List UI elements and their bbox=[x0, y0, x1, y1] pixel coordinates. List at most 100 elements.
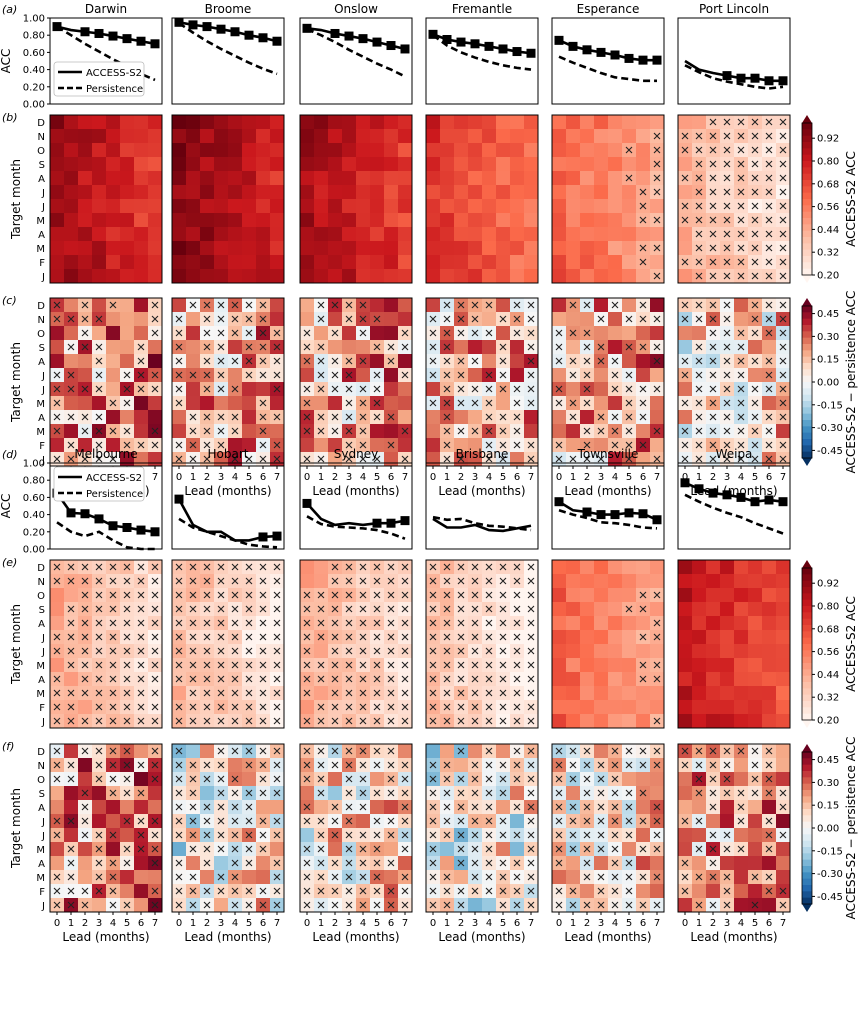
insignificance-cross bbox=[231, 591, 239, 599]
heatmap-cell bbox=[524, 227, 539, 242]
heatmap-cell bbox=[440, 199, 455, 214]
insignificance-cross bbox=[681, 371, 689, 379]
station-title: Hobart bbox=[208, 447, 249, 461]
heatmap-cell bbox=[398, 438, 413, 453]
acc-tick-label: 0.80 bbox=[23, 31, 45, 42]
insignificance-cross bbox=[373, 845, 381, 853]
heatmap-cell bbox=[200, 396, 215, 411]
month-tick-label: A bbox=[38, 803, 45, 814]
insignificance-cross bbox=[429, 703, 437, 711]
insignificance-cross bbox=[53, 689, 61, 697]
heatmap-cell bbox=[214, 185, 229, 200]
insignificance-cross bbox=[723, 845, 731, 853]
insignificance-cross bbox=[317, 633, 325, 641]
insignificance-cross bbox=[471, 301, 479, 309]
heatmap-cell bbox=[172, 842, 187, 857]
insignificance-cross bbox=[779, 455, 787, 463]
heatmap-cell bbox=[566, 269, 581, 284]
insignificance-cross bbox=[317, 413, 325, 421]
colorbar-step bbox=[802, 148, 812, 156]
insignificance-cross bbox=[231, 661, 239, 669]
insignificance-cross bbox=[259, 817, 267, 825]
heatmap-cell bbox=[256, 241, 271, 256]
insignificance-cross bbox=[387, 775, 395, 783]
heatmap-cell bbox=[678, 898, 693, 913]
significance-marker bbox=[638, 509, 648, 519]
heatmap-cell bbox=[172, 157, 187, 172]
heatmap-cell bbox=[148, 269, 163, 284]
heatmap-cell bbox=[370, 185, 385, 200]
heatmap-cell bbox=[566, 602, 581, 617]
heatmap-cell bbox=[762, 672, 777, 687]
heatmap-cell bbox=[678, 382, 693, 397]
heatmap-cell bbox=[200, 241, 215, 256]
insignificance-cross bbox=[499, 633, 507, 641]
significance-marker bbox=[386, 41, 396, 51]
insignificance-cross bbox=[151, 563, 159, 571]
insignificance-cross bbox=[443, 619, 451, 627]
heatmap-frame bbox=[171, 559, 285, 729]
lead-tick-label: 6 bbox=[388, 918, 394, 929]
insignificance-cross bbox=[331, 385, 339, 393]
station-title: Weipa bbox=[716, 447, 753, 461]
heatmap-cell bbox=[594, 560, 609, 575]
insignificance-cross bbox=[317, 591, 325, 599]
heatmap-cell bbox=[748, 672, 763, 687]
colorbar-step bbox=[802, 580, 812, 588]
colorbar-step bbox=[802, 394, 812, 402]
insignificance-cross bbox=[639, 301, 647, 309]
heatmap-cell bbox=[270, 255, 285, 270]
insignificance-cross bbox=[373, 399, 381, 407]
insignificance-cross bbox=[259, 371, 267, 379]
insignificance-cross bbox=[499, 563, 507, 571]
heatmap-cell bbox=[270, 129, 285, 144]
insignificance-cross bbox=[527, 689, 535, 697]
month-tick-label: J bbox=[41, 202, 45, 213]
insignificance-cross bbox=[231, 901, 239, 909]
insignificance-cross bbox=[109, 887, 117, 895]
heatmap-cell bbox=[734, 758, 749, 773]
month-axis-label: Target month bbox=[9, 788, 23, 869]
insignificance-cross bbox=[499, 343, 507, 351]
insignificance-cross bbox=[653, 427, 661, 435]
heatmap-cell bbox=[370, 354, 385, 369]
insignificance-cross bbox=[723, 258, 731, 266]
insignificance-cross bbox=[569, 831, 577, 839]
insignificance-cross bbox=[779, 132, 787, 140]
insignificance-cross bbox=[527, 385, 535, 393]
insignificance-cross bbox=[137, 633, 145, 641]
heatmap-cell bbox=[120, 800, 135, 815]
heatmap-cell bbox=[134, 326, 149, 341]
heatmap-cell bbox=[64, 298, 79, 313]
heatmap-cell bbox=[50, 800, 65, 815]
insignificance-cross bbox=[751, 761, 759, 769]
colorbar-tick-label: 0.00 bbox=[817, 378, 839, 389]
heatmap-cell bbox=[64, 241, 79, 256]
heatmap-cell bbox=[650, 700, 665, 715]
heatmap-cell bbox=[256, 870, 271, 885]
insignificance-cross bbox=[373, 817, 381, 825]
insignificance-cross bbox=[175, 371, 183, 379]
heatmap-cell bbox=[580, 686, 595, 701]
insignificance-cross bbox=[387, 675, 395, 683]
heatmap-cell bbox=[650, 856, 665, 871]
insignificance-cross bbox=[359, 591, 367, 599]
heatmap-frame bbox=[551, 559, 665, 729]
insignificance-cross bbox=[653, 661, 661, 669]
insignificance-cross bbox=[527, 803, 535, 811]
insignificance-cross bbox=[273, 717, 281, 725]
heatmap-cell bbox=[120, 340, 135, 355]
insignificance-cross bbox=[217, 647, 225, 655]
insignificance-cross bbox=[513, 441, 521, 449]
heatmap-cell bbox=[636, 143, 651, 158]
insignificance-cross bbox=[569, 845, 577, 853]
insignificance-cross bbox=[611, 441, 619, 449]
heatmap-cell bbox=[370, 241, 385, 256]
heatmap-frame bbox=[425, 114, 539, 284]
insignificance-cross bbox=[485, 619, 493, 627]
month-tick-label: A bbox=[38, 413, 45, 424]
heatmap-cell bbox=[106, 312, 121, 327]
insignificance-cross bbox=[751, 873, 759, 881]
insignificance-cross bbox=[151, 901, 159, 909]
insignificance-cross bbox=[217, 675, 225, 683]
